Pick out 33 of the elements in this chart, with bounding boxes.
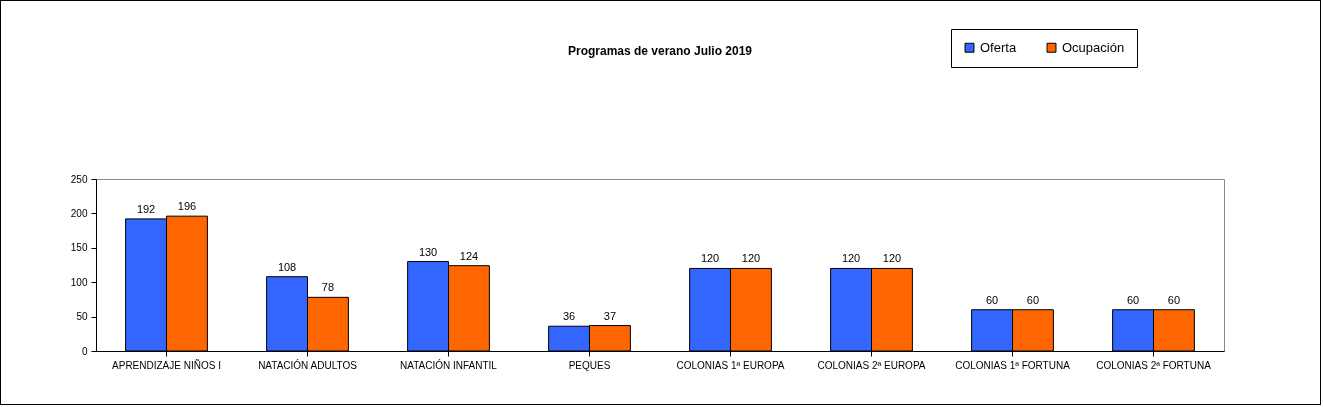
chart-title: Programas de verano Julio 2019: [567, 44, 753, 58]
data-label: 60: [1026, 293, 1040, 306]
data-label: 36: [562, 310, 576, 323]
data-label: 120: [741, 252, 761, 265]
legend-label: Ocupación: [1062, 39, 1125, 55]
data-label: 60: [1167, 293, 1181, 306]
data-label: 60: [985, 293, 999, 306]
x-tick-label: COLONIAS 2ª EUROPA: [817, 359, 926, 371]
y-tick-label: 50: [76, 311, 88, 323]
x-tick-label: PEQUES: [568, 359, 611, 371]
y-tick-label: 200: [70, 207, 88, 219]
x-tick-label: COLONIAS 1ª FORTUNA: [955, 359, 1071, 371]
data-label: 130: [418, 245, 438, 258]
data-label: 120: [882, 252, 902, 265]
data-label: 60: [1126, 293, 1140, 306]
y-tick-label: 150: [70, 242, 88, 254]
x-tick-label: COLONIAS 2ª FORTUNA: [1096, 359, 1212, 371]
data-label: 192: [136, 202, 156, 215]
data-label: 124: [459, 249, 479, 262]
x-tick-label: NATACIÓN INFANTIL: [400, 358, 498, 371]
data-label: 196: [177, 200, 197, 213]
data-label: 120: [700, 252, 720, 265]
y-tick-label: 250: [70, 173, 88, 185]
x-tick-label: APRENDIZAJE NIÑOS I: [112, 358, 221, 371]
data-label: 120: [841, 252, 861, 265]
data-label: 78: [321, 281, 335, 294]
legend-label: Oferta: [980, 39, 1017, 55]
y-tick-label: 100: [70, 276, 88, 288]
x-tick-label: NATACIÓN ADULTOS: [258, 358, 358, 371]
x-tick-label: COLONIAS 1ª EUROPA: [676, 359, 785, 371]
data-label: 108: [277, 260, 297, 273]
data-label: 37: [603, 309, 617, 322]
y-tick-label: 0: [81, 345, 88, 357]
